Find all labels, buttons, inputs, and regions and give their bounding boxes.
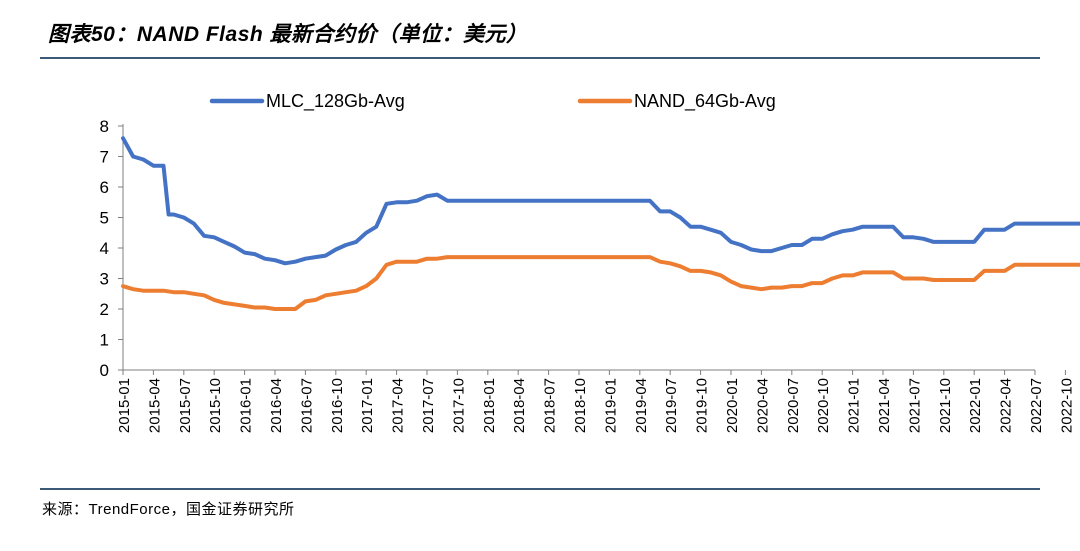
y-tick-label: 2 [100,300,109,319]
y-tick-label: 3 [100,270,109,289]
y-tick-label: 7 [100,148,109,167]
legend: MLC_128Gb-Avg NAND_64Gb-Avg [209,91,776,112]
x-tick-label: 2022-04 [998,378,1015,433]
top-rule [40,57,1040,59]
x-tick-label: 2019-10 [694,378,711,433]
series-lines [121,136,1080,311]
x-tick-label: 2019-07 [663,378,680,433]
x-tick-label: 2019-04 [633,378,650,433]
x-tick-label: 2015-10 [207,378,224,433]
x-tick-label: 2019-01 [602,378,619,433]
x-tick-label: 2021-10 [937,378,954,433]
x-tick-label: 2021-04 [876,378,893,433]
legend-label-1: MLC_128Gb-Avg [266,91,405,112]
x-tick-label: 2021-01 [846,378,863,433]
x-tick-label: 2022-01 [967,378,984,433]
x-tick-label: 2015-01 [116,378,133,433]
x-tick-label: 2016-01 [238,378,255,433]
y-tick-label: 8 [100,117,109,136]
y-tick-label: 1 [100,331,109,350]
x-tick-label: 2022-10 [1058,378,1075,433]
y-axis: 0 1 2 3 4 5 6 7 8 [100,117,124,380]
x-tick-label: 2017-10 [450,378,467,433]
x-tick-label: 2020-01 [724,378,741,433]
legend-label-2: NAND_64Gb-Avg [634,91,776,112]
y-tick-label: 6 [100,178,109,197]
x-tick-label: 2018-07 [542,378,559,433]
x-tick-label: 2017-07 [420,378,437,433]
bottom-rule [40,488,1040,490]
y-tick-label: 0 [100,361,109,380]
y-tick-label: 5 [100,209,109,228]
x-tick-label: 2015-04 [146,378,163,433]
source-note: 来源：TrendForce，国金证券研究所 [42,501,295,518]
x-axis: 2015-01 2015-04 2015-07 2015-10 2016-01 2016-… [116,369,1075,433]
series-line-1 [121,136,1080,266]
x-tick-label: 2021-07 [906,378,923,433]
x-tick-label: 2020-10 [815,378,832,433]
x-tick-label: 2022-07 [1028,378,1045,433]
x-tick-label: 2018-04 [511,378,528,433]
chart-title: 图表50：NAND Flash 最新合约价（单位：美元） [48,23,528,46]
x-tick-label: 2017-01 [359,378,376,433]
x-tick-label: 2018-01 [481,378,498,433]
series-line-2 [121,255,1080,311]
x-tick-label: 2015-07 [177,378,194,433]
x-tick-label: 2020-07 [785,378,802,433]
x-tick-label: 2018-10 [572,378,589,433]
x-tick-label: 2017-04 [390,378,407,433]
x-tick-label: 2016-10 [329,378,346,433]
x-tick-label: 2020-04 [754,378,771,433]
x-tick-label: 2016-04 [268,378,285,433]
y-tick-label: 4 [100,239,109,258]
x-tick-label: 2016-07 [298,378,315,433]
